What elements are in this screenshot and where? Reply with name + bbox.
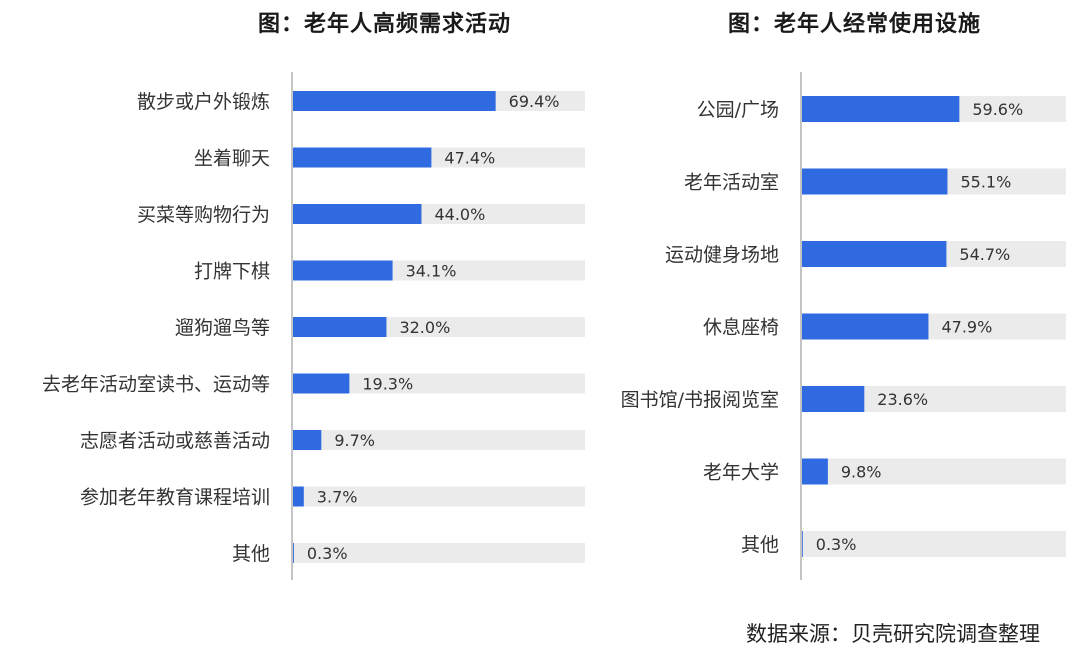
category-label: 运动健身场地 [665, 244, 779, 266]
data-label: 59.6% [972, 100, 1023, 119]
bar-track [293, 543, 585, 563]
bar [293, 430, 322, 450]
bar [802, 386, 865, 412]
data-label: 44.0% [434, 205, 485, 224]
bar [293, 204, 422, 224]
data-label: 34.1% [406, 262, 457, 281]
data-label: 0.3% [307, 544, 348, 563]
category-label: 参加老年教育课程培训 [80, 487, 270, 509]
data-label: 54.7% [959, 245, 1010, 264]
category-label: 去老年活动室读书、运动等 [42, 374, 270, 396]
data-label: 47.9% [941, 318, 992, 337]
bar [802, 531, 803, 557]
bar [293, 147, 432, 168]
category-label: 遛狗遛鸟等 [175, 317, 270, 339]
data-label: 69.4% [509, 92, 560, 111]
data-label: 0.3% [816, 535, 857, 554]
bar [293, 486, 304, 507]
bar [802, 168, 948, 195]
data-label: 3.7% [317, 488, 358, 507]
bar-track [802, 458, 1066, 485]
right-chart-title: 图：老年人经常使用设施 [728, 12, 982, 37]
category-label: 老年大学 [703, 462, 779, 484]
bar-track [802, 531, 1066, 557]
category-label: 买菜等购物行为 [137, 204, 270, 226]
bar [802, 241, 947, 267]
category-label: 坐着聊天 [194, 148, 270, 170]
bar [293, 91, 496, 111]
data-label: 9.8% [841, 463, 882, 482]
category-label: 散步或户外锻炼 [137, 91, 270, 113]
data-label: 19.3% [362, 375, 413, 394]
data-label: 9.7% [334, 431, 375, 450]
bar [802, 313, 929, 340]
source-note: 数据来源：贝壳研究院调查整理 [746, 622, 1040, 646]
category-label: 志愿者活动或慈善活动 [80, 430, 270, 452]
bar [293, 260, 393, 281]
category-label: 公园/广场 [697, 99, 779, 121]
data-label: 32.0% [399, 318, 450, 337]
data-label: 23.6% [877, 390, 928, 409]
data-label: 47.4% [444, 149, 495, 168]
bar [293, 373, 350, 394]
bar [293, 317, 387, 337]
left-chart-title: 图：老年人高频需求活动 [258, 12, 512, 37]
category-label: 其他 [741, 534, 779, 556]
category-label: 打牌下棋 [194, 261, 270, 283]
data-label: 55.1% [960, 173, 1011, 192]
category-label: 其他 [232, 543, 270, 565]
category-label: 图书馆/书报阅览室 [621, 389, 779, 411]
bar [802, 96, 960, 122]
bar-track [293, 486, 585, 507]
bar-track [293, 430, 585, 450]
category-label: 休息座椅 [703, 317, 779, 339]
bar [293, 543, 294, 563]
category-label: 老年活动室 [684, 172, 779, 194]
bar-track [293, 373, 585, 394]
bar [802, 458, 828, 485]
